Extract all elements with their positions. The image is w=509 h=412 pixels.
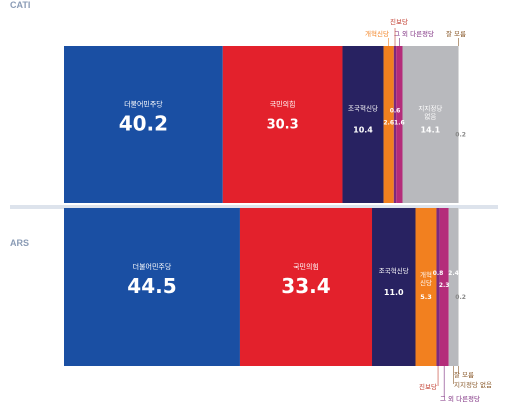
method-label-cati: CATI [10, 0, 31, 10]
ext-label-reform-cati: 개혁신당 [365, 30, 389, 38]
name-label-no_support-cati: 지지정당 [418, 104, 442, 113]
ext-label-dontknow-cati: 잘 모름 [446, 30, 467, 38]
ext-label-dontknow-ars: 잘 모름 [454, 371, 475, 379]
value-label-rebuilding-ars: 11.0 [384, 288, 404, 297]
bar-no_support-cati [402, 46, 459, 203]
bar-ppp-cati [222, 46, 343, 203]
value-label-reform-cati: 2.6 [383, 120, 394, 127]
value-label-progressive-cati: 0.6 [390, 108, 401, 115]
ext-label-progressive-cati: 진보당 [390, 18, 408, 26]
ext-label-other-cati: 그 외 다른정당 [394, 30, 435, 38]
value-label-no_support-ars: 2.4 [448, 270, 459, 277]
value-label-progressive-ars: 0.8 [433, 270, 444, 277]
bar-progressive-ars [436, 208, 440, 366]
bar-rebuilding-cati [342, 46, 384, 203]
method-label-ars: ARS [10, 238, 30, 248]
ext-label-progressive-ars: 진보당 [419, 383, 437, 391]
value-label-ppp-cati: 30.3 [267, 118, 299, 133]
value-label-no_support-cati: 14.1 [420, 126, 440, 135]
bar-democratic-cati [64, 46, 223, 203]
value-label-democratic-cati: 40.2 [119, 112, 168, 136]
ext-label-nosupport-ars: 지지정당 없음 [454, 381, 492, 389]
value-label-democratic-ars: 44.5 [127, 274, 176, 298]
name-label-rebuilding-cati: 조국혁신당 [348, 104, 378, 113]
bar-ppp-ars [239, 208, 373, 366]
name-label-ppp-ars: 국민의힘 [293, 262, 319, 271]
value-label-dont_know-cati: 0.2 [455, 132, 466, 139]
ext-label-other-ars: 그 외 다른정당 [440, 395, 481, 403]
name-label-rebuilding-ars: 조국혁신당 [379, 266, 409, 275]
bar-democratic-ars [64, 208, 240, 366]
name-label-democratic-cati: 더불어민주당 [124, 100, 163, 109]
bar-other_party-cati [396, 46, 403, 203]
value-label-reform-ars: 5.3 [420, 293, 432, 301]
value-label-other_party-cati: 1.6 [394, 120, 405, 127]
bar-dont_know-ars [458, 208, 460, 366]
bar-progressive-cati [393, 46, 397, 203]
bar-reform-ars [415, 208, 437, 366]
name-label-reform-ars: 신당 [420, 278, 432, 287]
bar-no_support-ars [448, 208, 459, 366]
name-label-no_support-cati: 없음 [424, 113, 436, 121]
name-label-ppp-cati: 국민의힘 [270, 100, 296, 109]
value-label-other_party-ars: 2.3 [439, 282, 450, 289]
name-label-reform-ars: 개혁 [420, 270, 432, 279]
value-label-ppp-ars: 33.4 [281, 274, 330, 298]
bar-other_party-ars [439, 208, 449, 366]
value-label-dont_know-ars: 0.2 [455, 294, 466, 301]
value-label-rebuilding-cati: 10.4 [353, 126, 373, 135]
section-divider [10, 205, 498, 209]
bar-dont_know-cati [458, 46, 460, 203]
name-label-democratic-ars: 더불어민주당 [133, 262, 172, 271]
bar-rebuilding-ars [372, 208, 416, 366]
bar-reform-cati [383, 46, 394, 203]
